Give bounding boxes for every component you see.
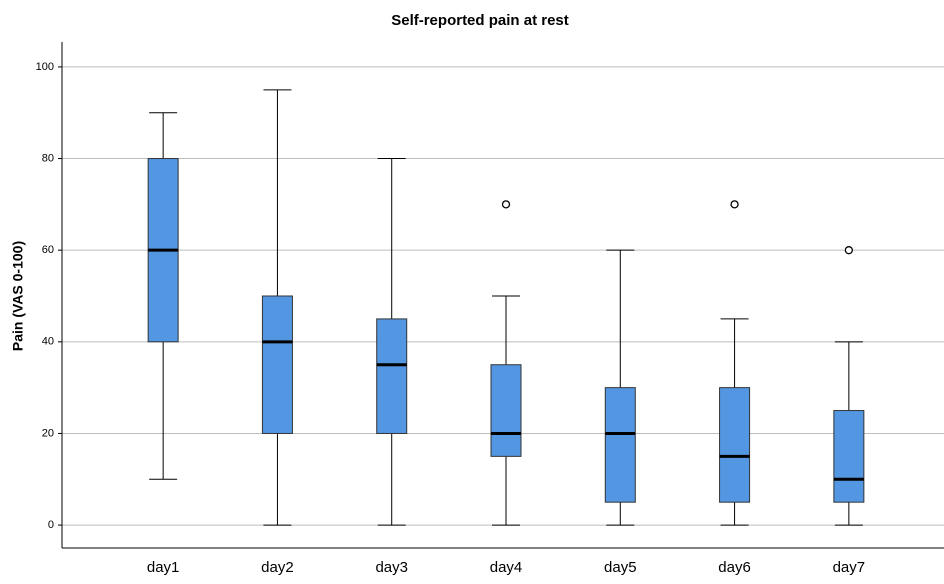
box	[604, 387, 636, 503]
y-tick-label: 80	[42, 152, 54, 164]
y-tick-label: 20	[42, 427, 54, 439]
x-tick-label: day6	[718, 559, 751, 576]
box	[719, 387, 751, 503]
box	[490, 364, 522, 457]
y-tick-label: 40	[42, 336, 54, 348]
x-tick-label: day1	[147, 559, 180, 576]
y-tick-label: 100	[36, 61, 54, 73]
x-tick-label: day2	[261, 559, 294, 576]
box	[376, 318, 408, 434]
y-tick-label: 60	[42, 244, 54, 256]
x-tick-label: day7	[833, 559, 866, 576]
chart-title: Self-reported pain at rest	[391, 12, 569, 29]
x-tick-label: day4	[490, 559, 523, 576]
box	[833, 410, 865, 503]
y-axis-label: Pain (VAS 0-100)	[10, 241, 26, 351]
box	[261, 295, 293, 434]
outlier	[501, 200, 511, 209]
outlier	[844, 246, 854, 255]
x-tick-label: day5	[604, 559, 637, 576]
outlier	[730, 200, 739, 209]
x-tick-label: day3	[375, 559, 408, 576]
y-tick-label: 0	[48, 519, 54, 531]
